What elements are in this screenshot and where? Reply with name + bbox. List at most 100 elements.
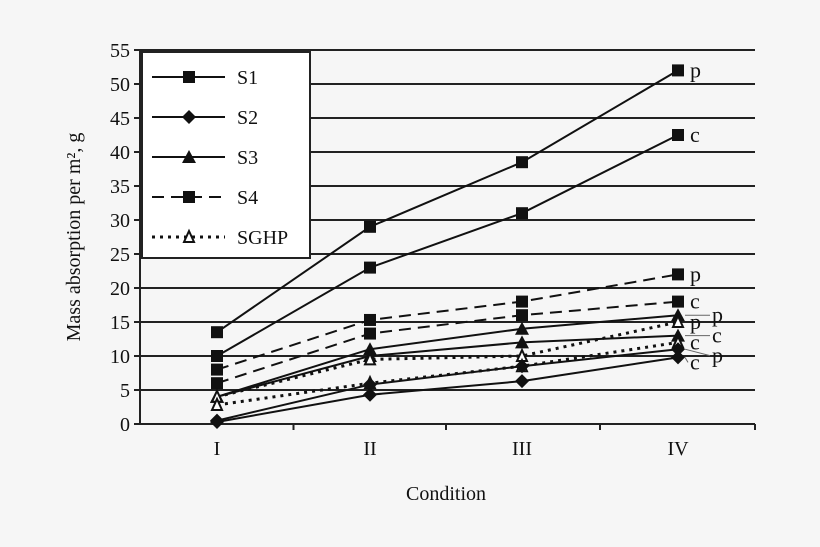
y-tick-label: 50 bbox=[110, 74, 130, 96]
end-label-s3-c: c bbox=[685, 323, 722, 348]
triangle-marker bbox=[363, 342, 377, 356]
square-marker bbox=[672, 268, 684, 281]
series-line bbox=[216, 334, 679, 398]
triangle-marker bbox=[182, 150, 196, 163]
diamond-marker bbox=[363, 377, 377, 392]
end-label: c bbox=[690, 329, 700, 354]
legend-label: S2 bbox=[237, 107, 258, 129]
y-tick-label: 55 bbox=[110, 40, 130, 62]
series-s2-c bbox=[210, 350, 685, 429]
open-triangle-marker bbox=[210, 396, 224, 411]
y-tick-label: 45 bbox=[110, 108, 130, 130]
series-s4-p bbox=[211, 268, 684, 376]
y-tick-label: 35 bbox=[110, 176, 130, 198]
end-label-sghp-p: p bbox=[690, 309, 701, 334]
y-tick-label: 25 bbox=[110, 244, 130, 266]
end-label-s2-c: c bbox=[684, 349, 700, 374]
square-marker bbox=[516, 309, 528, 322]
square-marker bbox=[516, 295, 528, 308]
series-sghp-p bbox=[210, 313, 685, 403]
series-line bbox=[216, 320, 679, 399]
end-label: p bbox=[712, 343, 723, 368]
series-line bbox=[216, 273, 679, 371]
end-label: c bbox=[690, 122, 700, 147]
x-tick-label: II bbox=[363, 438, 376, 460]
end-label-leader bbox=[684, 348, 711, 357]
square-marker bbox=[211, 326, 223, 339]
series-s4-c bbox=[211, 295, 684, 390]
end-label-s4-c: c bbox=[690, 289, 700, 314]
series-line bbox=[216, 69, 679, 334]
legend-label: SGHP bbox=[237, 227, 288, 249]
end-label: p bbox=[690, 261, 701, 286]
legend-item-s1: S1 bbox=[152, 67, 258, 89]
series-line bbox=[216, 340, 679, 407]
y-tick-label: 30 bbox=[110, 210, 130, 232]
end-label-sghp-c: c bbox=[690, 329, 700, 354]
y-tick-label: 5 bbox=[120, 380, 130, 402]
square-marker bbox=[516, 156, 528, 169]
end-label: p bbox=[690, 309, 701, 334]
legend-item-sghp: SGHP bbox=[152, 227, 288, 249]
open-triangle-marker bbox=[363, 350, 377, 366]
legend-label: S3 bbox=[237, 147, 258, 169]
square-marker bbox=[364, 313, 376, 326]
diamond-marker bbox=[182, 110, 196, 124]
series-s1-c bbox=[211, 129, 684, 362]
series-line bbox=[216, 300, 679, 385]
series-line bbox=[216, 314, 679, 398]
x-tick-label: III bbox=[512, 438, 532, 460]
square-marker bbox=[183, 71, 195, 83]
square-marker bbox=[211, 363, 223, 376]
legend-label: S4 bbox=[237, 187, 258, 209]
y-axis-label: Mass absorption per m², g bbox=[63, 133, 85, 342]
open-triangle-marker bbox=[182, 228, 196, 243]
square-marker bbox=[364, 220, 376, 233]
square-marker bbox=[364, 261, 376, 274]
y-tick-label: 0 bbox=[120, 414, 130, 436]
square-marker bbox=[672, 295, 684, 308]
y-tick-label: 15 bbox=[110, 312, 130, 334]
legend-item-s3: S3 bbox=[152, 147, 258, 169]
end-label: p bbox=[712, 302, 723, 327]
x-tick-label: I bbox=[214, 438, 221, 460]
end-label-leader bbox=[684, 357, 689, 363]
y-tick-label: 20 bbox=[110, 278, 130, 300]
square-marker bbox=[516, 207, 528, 220]
end-label-s4-p: p bbox=[690, 261, 701, 286]
end-label-s3-p: p bbox=[685, 302, 723, 327]
diamond-marker bbox=[515, 374, 529, 389]
diamond-marker bbox=[363, 387, 377, 402]
legend-label: S1 bbox=[237, 67, 258, 89]
end-label-s1-c: c bbox=[690, 122, 700, 147]
series-group bbox=[210, 64, 685, 429]
triangle-marker bbox=[515, 335, 529, 349]
y-tick-label: 40 bbox=[110, 142, 130, 164]
diamond-marker bbox=[515, 359, 529, 374]
end-label: c bbox=[712, 323, 722, 348]
end-label: c bbox=[690, 349, 700, 374]
diamond-marker bbox=[210, 414, 224, 429]
legend-item-s4: S4 bbox=[152, 187, 258, 209]
legend-item-s2: S2 bbox=[152, 107, 258, 129]
x-tick-label: IV bbox=[667, 438, 689, 460]
square-marker bbox=[211, 350, 223, 362]
square-marker bbox=[211, 377, 223, 390]
series-line bbox=[216, 356, 679, 423]
square-marker bbox=[364, 327, 376, 340]
diamond-marker bbox=[671, 350, 685, 365]
end-label: c bbox=[690, 289, 700, 314]
y-tick-label: 10 bbox=[110, 346, 130, 368]
end-label-s1-p: p bbox=[690, 57, 701, 82]
series-sghp-c bbox=[210, 333, 685, 411]
diamond-marker bbox=[671, 342, 685, 357]
end-label-s2-p: p bbox=[684, 343, 723, 368]
series-line bbox=[216, 348, 679, 422]
square-marker bbox=[672, 64, 684, 77]
end-label: p bbox=[690, 57, 701, 82]
open-triangle-marker bbox=[671, 313, 685, 328]
series-line bbox=[216, 134, 679, 357]
